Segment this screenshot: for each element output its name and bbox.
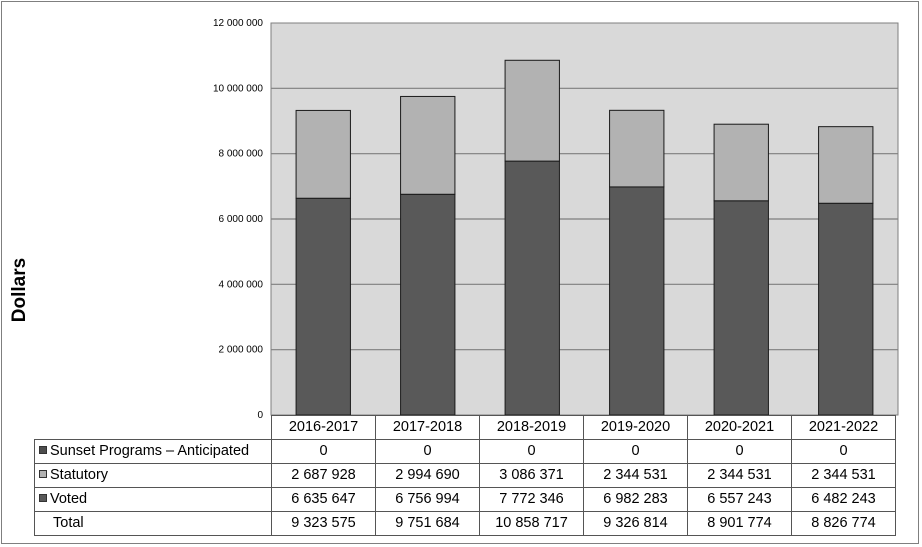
data-cell: 6 557 243 [687,487,792,512]
category-label: 2019-2020 [583,415,688,440]
data-cell: 9 326 814 [583,511,688,536]
data-cell: 0 [687,439,792,464]
legend-entry-statutory: Statutory [34,463,272,488]
bar-voted [295,197,351,416]
legend-swatch-statutory [39,470,47,478]
table-header-row: 2016-2017 2017-2018 2018-2019 2019-2020 … [34,415,896,440]
legend-entry-voted: Voted [34,487,272,512]
data-cell: 0 [271,439,376,464]
category-label: 2018-2019 [479,415,584,440]
legend-label: Voted [50,491,88,507]
legend-swatch-voted [39,494,47,502]
y-tick-label: 4 000 000 [219,279,264,290]
data-cell: 2 994 690 [375,463,480,488]
bar-statutory [504,59,560,162]
bar-statutory [609,109,665,188]
bar-statutory [295,109,351,199]
total-label: Total [34,511,272,536]
data-cell: 10 858 717 [479,511,584,536]
data-cell: 8 901 774 [687,511,792,536]
data-cell: 2 344 531 [687,463,792,488]
data-cell: 6 482 243 [791,487,896,512]
bar-voted [504,160,560,416]
data-cell: 0 [479,439,584,464]
data-cell: 6 982 283 [583,487,688,512]
data-cell: 6 756 994 [375,487,480,512]
bar-voted [400,193,456,416]
table-row-voted: Voted 6 635 647 6 756 994 7 772 346 6 98… [34,487,896,512]
table-row-statutory: Statutory 2 687 928 2 994 690 3 086 371 … [34,463,896,488]
data-cell: 7 772 346 [479,487,584,512]
data-cell: 8 826 774 [791,511,896,536]
data-cell: 0 [791,439,896,464]
y-tick-label: 8 000 000 [219,149,264,160]
data-cell: 9 323 575 [271,511,376,536]
table-row-total: Total 9 323 575 9 751 684 10 858 717 9 3… [34,511,896,536]
legend-swatch-sunset [39,446,47,454]
data-cell: 9 751 684 [375,511,480,536]
bar-voted [713,200,769,416]
bar-voted [818,202,874,416]
data-cell: 0 [375,439,480,464]
y-tick-label: 12 000 000 [213,18,263,29]
data-table: 2016-2017 2017-2018 2018-2019 2019-2020 … [34,415,896,536]
category-label: 2016-2017 [271,415,376,440]
y-tick-label: 10 000 000 [213,83,263,94]
category-label: 2021-2022 [791,415,896,440]
bar-statutory [400,95,456,195]
bar-voted [609,186,665,416]
category-label: 2017-2018 [375,415,480,440]
legend-label: Statutory [50,467,109,483]
data-cell: 0 [583,439,688,464]
data-cell: 3 086 371 [479,463,584,488]
legend-label: Sunset Programs – Anticipated [50,443,250,459]
table-row-sunset: Sunset Programs – Anticipated 0 0 0 0 0 … [34,439,896,464]
table-corner [34,415,272,440]
category-label: 2020-2021 [687,415,792,440]
data-cell: 2 344 531 [791,463,896,488]
data-cell: 6 635 647 [271,487,376,512]
data-cell: 2 687 928 [271,463,376,488]
bar-statutory [713,123,769,202]
legend-entry-sunset: Sunset Programs – Anticipated [34,439,272,464]
data-cell: 2 344 531 [583,463,688,488]
bar-statutory [818,126,874,204]
y-tick-label: 6 000 000 [219,214,264,225]
y-tick-label: 2 000 000 [219,345,264,356]
